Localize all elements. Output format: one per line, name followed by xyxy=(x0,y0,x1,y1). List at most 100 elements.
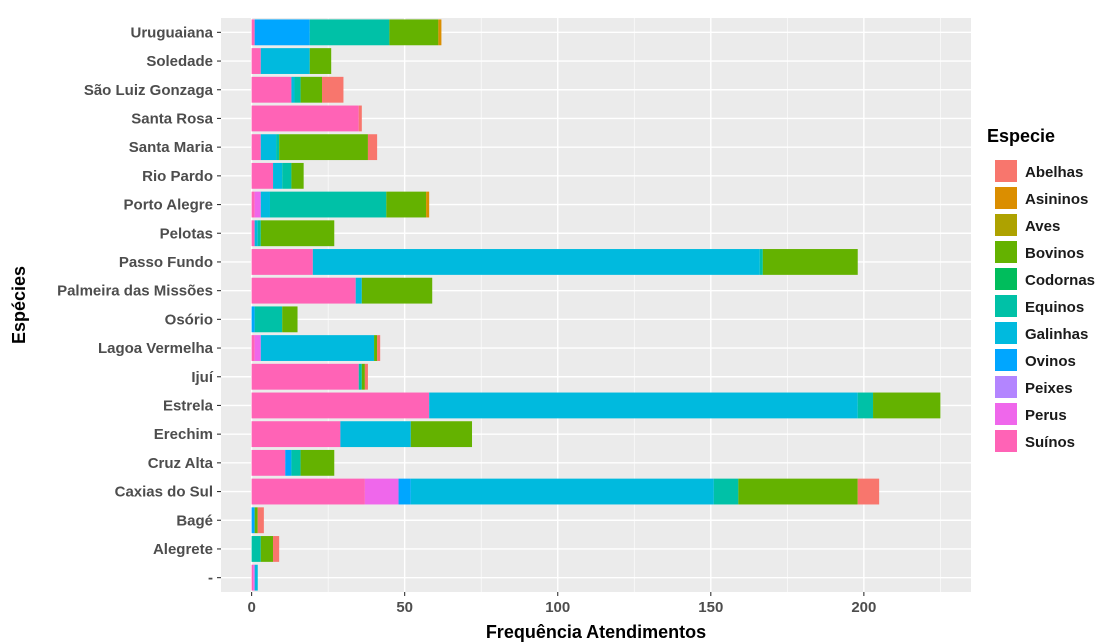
bar-estrela-suinos xyxy=(251,392,430,419)
bar-lagoa-vermelha-suinos xyxy=(251,335,255,361)
bar-santa-maria-galinhas xyxy=(260,134,277,161)
y-tick-label: Estrela xyxy=(163,397,214,414)
y-tick-label: Erechim xyxy=(154,426,213,443)
x-tick-label: 150 xyxy=(698,599,723,616)
legend-label-codornas: Codornas xyxy=(1025,272,1095,289)
y-tick-label: Osório xyxy=(165,311,213,328)
bar-sao-luiz-gonzaga-suinos xyxy=(251,76,292,103)
y-tick-label: Porto Alegre xyxy=(124,197,213,214)
x-tick-label: 200 xyxy=(851,599,876,616)
bar-caxias-do-sul-perus xyxy=(364,478,399,505)
y-tick-label: Soledade xyxy=(146,53,213,70)
bar-caxias-do-sul-equinos xyxy=(713,478,739,505)
bar-ijui-equinos xyxy=(358,363,362,390)
bar-lagoa-vermelha-galinhas xyxy=(260,335,375,361)
y-tick-label: Lagoa Vermelha xyxy=(98,340,214,357)
y-tick-label: Santa Rosa xyxy=(131,110,213,127)
bar-rio-pardo-bovinos xyxy=(291,162,304,189)
y-tick-label: Passo Fundo xyxy=(119,254,213,271)
y-tick-label: Alegrete xyxy=(153,541,213,558)
bars xyxy=(251,19,941,591)
y-axis-ticks: Uruguaiana Soledade São Luiz Gonzaga Santa … xyxy=(57,24,221,587)
bar-sao-luiz-gonzaga-bovinos xyxy=(300,76,323,103)
bar-santa-maria-suinos xyxy=(251,134,261,161)
bar-rio-pardo-suinos xyxy=(251,162,274,189)
bar-porto-alegre-asininos xyxy=(426,191,430,218)
legend-label-perus: Perus xyxy=(1025,407,1067,424)
bar-lagoa-vermelha-bovinos xyxy=(374,335,378,361)
bar-santa-rosa-abelhas xyxy=(358,105,362,132)
panel-background xyxy=(221,18,971,592)
y-tick-label: Ijuí xyxy=(191,369,213,386)
y-tick-label: Rio Pardo xyxy=(142,168,213,185)
bar-sao-luiz-gonzaga-abelhas xyxy=(322,76,344,103)
y-tick-label: Bagé xyxy=(176,512,213,529)
y-tick-label: São Luiz Gonzaga xyxy=(84,82,214,99)
y-tick-label: Caxias do Sul xyxy=(115,484,213,501)
bar-uruguaiana-ovinos xyxy=(254,19,310,46)
bar-uruguaiana-bovinos xyxy=(389,19,439,46)
bar-alegrete-abelhas xyxy=(273,536,280,562)
bar-lagoa-vermelha-perus xyxy=(254,335,261,361)
bar-santa-maria-abelhas xyxy=(367,134,378,161)
bar-soledade-suinos xyxy=(251,48,261,74)
bar-passo-fundo-galinhas xyxy=(312,249,760,275)
legend-swatch-perus xyxy=(995,403,1017,425)
legend-swatch-abelhas xyxy=(995,160,1017,182)
legend-swatch-galinhas xyxy=(995,322,1017,344)
bar-blank-suinos xyxy=(251,564,254,591)
bar-cruz-alta-ovinos xyxy=(285,449,292,476)
bar-passo-fundo-bovinos xyxy=(762,249,858,275)
bar-rio-pardo-galinhas xyxy=(273,162,283,189)
legend-label-aves: Aves xyxy=(1025,218,1060,235)
bar-porto-alegre-galinhas xyxy=(260,191,270,218)
bar-alegrete-bovinos xyxy=(260,536,274,562)
y-tick-label: Palmeira das Missões xyxy=(57,283,213,300)
bar-santa-rosa-suinos xyxy=(251,105,359,132)
legend-label-peixes: Peixes xyxy=(1025,380,1073,397)
legend-label-abelhas: Abelhas xyxy=(1025,164,1083,181)
bar-bage-ovinos xyxy=(251,507,255,534)
bar-uruguaiana-asininos xyxy=(438,19,442,46)
bar-osorio-ovinos xyxy=(251,306,255,333)
x-tick-label: 100 xyxy=(545,599,570,616)
legend-label-suinos: Suínos xyxy=(1025,434,1075,451)
bar-ijui-bovinos xyxy=(361,363,365,390)
bar-caxias-do-sul-abelhas xyxy=(857,478,880,505)
y-tick-label: Santa Maria xyxy=(129,139,214,156)
legend-swatch-peixes xyxy=(995,376,1017,398)
bar-osorio-bovinos xyxy=(282,306,298,333)
bar-soledade-galinhas xyxy=(260,48,310,74)
bar-pelotas-suinos xyxy=(251,220,255,247)
y-tick-label: Cruz Alta xyxy=(148,455,214,472)
bar-lagoa-vermelha-abelhas xyxy=(377,335,381,361)
y-axis-title: Espécies xyxy=(9,266,29,344)
legend-swatch-bovinos xyxy=(995,241,1017,263)
bar-cruz-alta-equinos xyxy=(291,449,301,476)
bar-osorio-equinos xyxy=(254,306,283,333)
legend-title: Especie xyxy=(987,126,1055,146)
bar-palmeira-das-missoes-galinhas xyxy=(355,277,362,304)
bar-erechim-bovinos xyxy=(410,421,473,448)
bar-passo-fundo-equinos xyxy=(759,249,763,275)
bar-ijui-suinos xyxy=(251,363,359,390)
legend-label-asininos: Asininos xyxy=(1025,191,1088,208)
x-axis-ticks: 0 50 100 150 200 xyxy=(247,592,876,616)
legend-swatch-codornas xyxy=(995,268,1017,290)
bar-cruz-alta-bovinos xyxy=(300,449,335,476)
legend: Especie Abelhas Asininos Aves Bovinos Codorn… xyxy=(987,126,1095,452)
bar-pelotas-bovinos xyxy=(260,220,335,247)
grid-lines xyxy=(221,18,971,592)
y-tick-label: Pelotas xyxy=(160,225,213,242)
bar-estrela-bovinos xyxy=(873,392,941,419)
bar-pelotas-galinhas xyxy=(254,220,258,247)
legend-label-galinhas: Galinhas xyxy=(1025,326,1088,343)
bar-blank-perus xyxy=(253,564,255,591)
bar-passo-fundo-suinos xyxy=(251,249,313,275)
bar-blank-galinhas xyxy=(254,564,258,591)
legend-swatch-ovinos xyxy=(995,349,1017,371)
bar-sao-luiz-gonzaga-galinhas xyxy=(291,76,295,103)
bar-uruguaiana-suinos xyxy=(251,19,255,46)
bar-cruz-alta-suinos xyxy=(251,449,286,476)
legend-swatch-suinos xyxy=(995,430,1017,452)
